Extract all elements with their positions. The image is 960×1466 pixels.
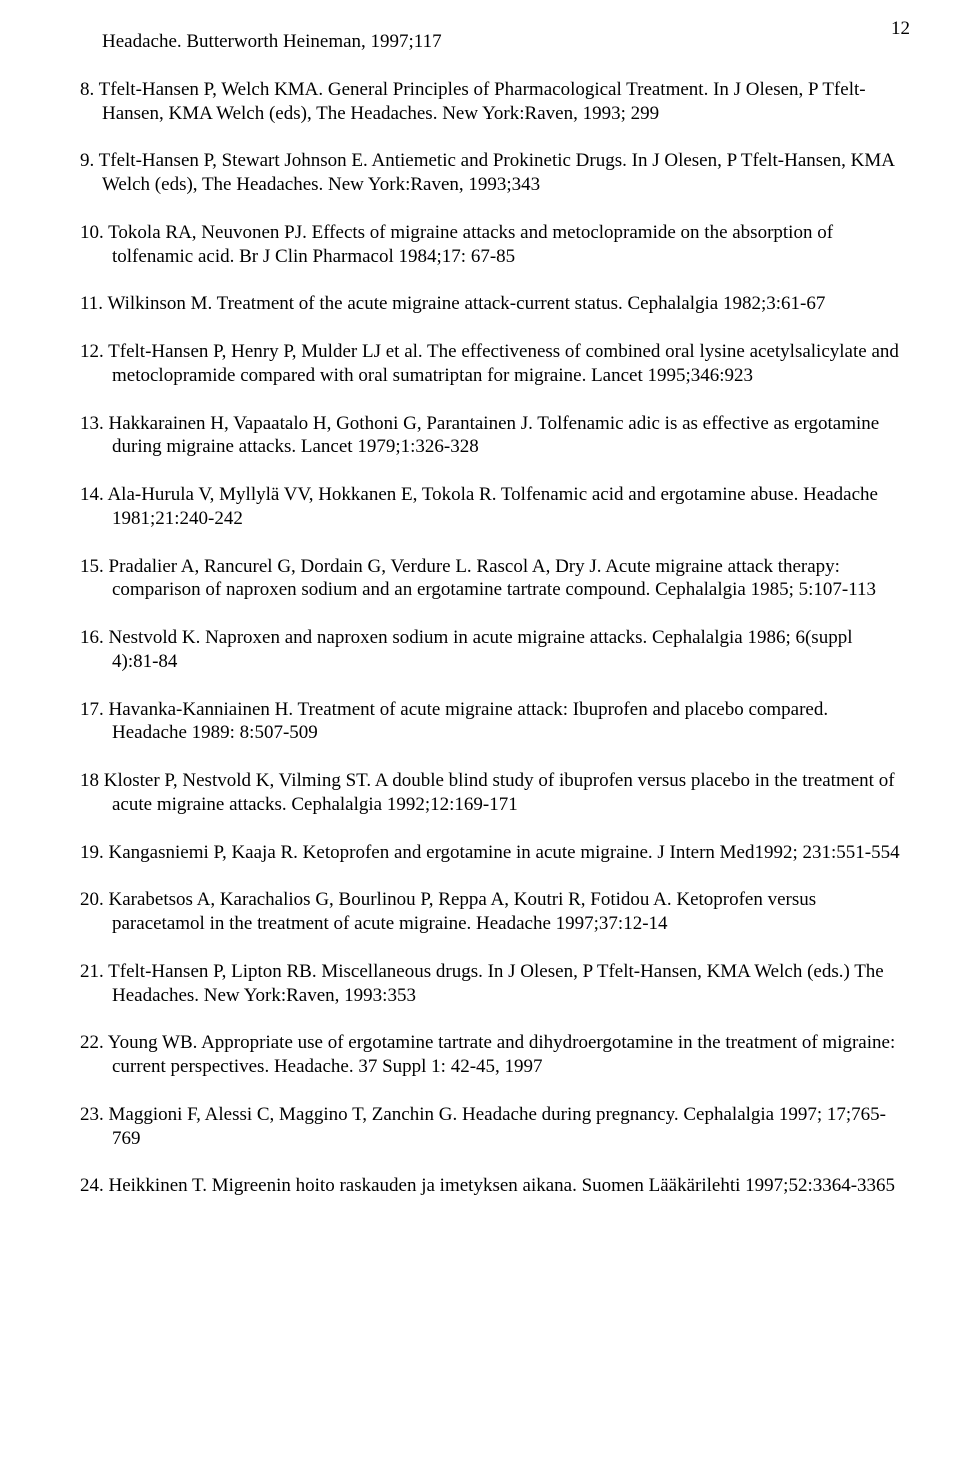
reference-item: 17. Havanka-Kanniainen H. Treatment of a… (80, 698, 900, 746)
reference-text: 13. Hakkarainen H, Vapaatalo H, Gothoni … (80, 412, 900, 460)
reference-text: 16. Nestvold K. Naproxen and naproxen so… (80, 626, 900, 674)
reference-item: 21. Tfelt-Hansen P, Lipton RB. Miscellan… (80, 960, 900, 1008)
reference-item: 13. Hakkarainen H, Vapaatalo H, Gothoni … (80, 412, 900, 460)
reference-text: 15. Pradalier A, Rancurel G, Dordain G, … (80, 555, 900, 603)
reference-item: 9. Tfelt-Hansen P, Stewart Johnson E. An… (80, 149, 900, 197)
reference-item: Headache. Butterworth Heineman, 1997;117 (80, 30, 900, 54)
reference-item: 24. Heikkinen T. Migreenin hoito raskaud… (80, 1174, 900, 1198)
reference-text: 10. Tokola RA, Neuvonen PJ. Effects of m… (80, 221, 900, 269)
page: 12 Headache. Butterworth Heineman, 1997;… (0, 0, 960, 1466)
reference-item: 16. Nestvold K. Naproxen and naproxen so… (80, 626, 900, 674)
reference-text: 23. Maggioni F, Alessi C, Maggino T, Zan… (80, 1103, 900, 1151)
reference-text: 8. Tfelt-Hansen P, Welch KMA. General Pr… (80, 78, 900, 126)
reference-item: 15. Pradalier A, Rancurel G, Dordain G, … (80, 555, 900, 603)
references-list: Headache. Butterworth Heineman, 1997;117… (80, 30, 900, 1198)
reference-text: 19. Kangasniemi P, Kaaja R. Ketoprofen a… (80, 841, 900, 865)
reference-item: 14. Ala-Hurula V, Myllylä VV, Hokkanen E… (80, 483, 900, 531)
reference-item: 18 Kloster P, Nestvold K, Vilming ST. A … (80, 769, 900, 817)
reference-item: 11. Wilkinson M. Treatment of the acute … (80, 292, 900, 316)
reference-text: 18 Kloster P, Nestvold K, Vilming ST. A … (80, 769, 900, 817)
reference-item: 10. Tokola RA, Neuvonen PJ. Effects of m… (80, 221, 900, 269)
reference-item: 23. Maggioni F, Alessi C, Maggino T, Zan… (80, 1103, 900, 1151)
reference-item: 20. Karabetsos A, Karachalios G, Bourlin… (80, 888, 900, 936)
reference-item: 8. Tfelt-Hansen P, Welch KMA. General Pr… (80, 78, 900, 126)
reference-text: 12. Tfelt-Hansen P, Henry P, Mulder LJ e… (80, 340, 900, 388)
reference-item: 19. Kangasniemi P, Kaaja R. Ketoprofen a… (80, 841, 900, 865)
reference-text: 20. Karabetsos A, Karachalios G, Bourlin… (80, 888, 900, 936)
reference-text: 24. Heikkinen T. Migreenin hoito raskaud… (80, 1174, 900, 1198)
reference-text: 11. Wilkinson M. Treatment of the acute … (80, 292, 900, 316)
reference-text: 22. Young WB. Appropriate use of ergotam… (80, 1031, 900, 1079)
reference-item: 22. Young WB. Appropriate use of ergotam… (80, 1031, 900, 1079)
reference-text: Headache. Butterworth Heineman, 1997;117 (80, 30, 900, 54)
reference-text: 14. Ala-Hurula V, Myllylä VV, Hokkanen E… (80, 483, 900, 531)
reference-text: 21. Tfelt-Hansen P, Lipton RB. Miscellan… (80, 960, 900, 1008)
page-number: 12 (891, 18, 910, 40)
reference-text: 9. Tfelt-Hansen P, Stewart Johnson E. An… (80, 149, 900, 197)
reference-text: 17. Havanka-Kanniainen H. Treatment of a… (80, 698, 900, 746)
reference-item: 12. Tfelt-Hansen P, Henry P, Mulder LJ e… (80, 340, 900, 388)
